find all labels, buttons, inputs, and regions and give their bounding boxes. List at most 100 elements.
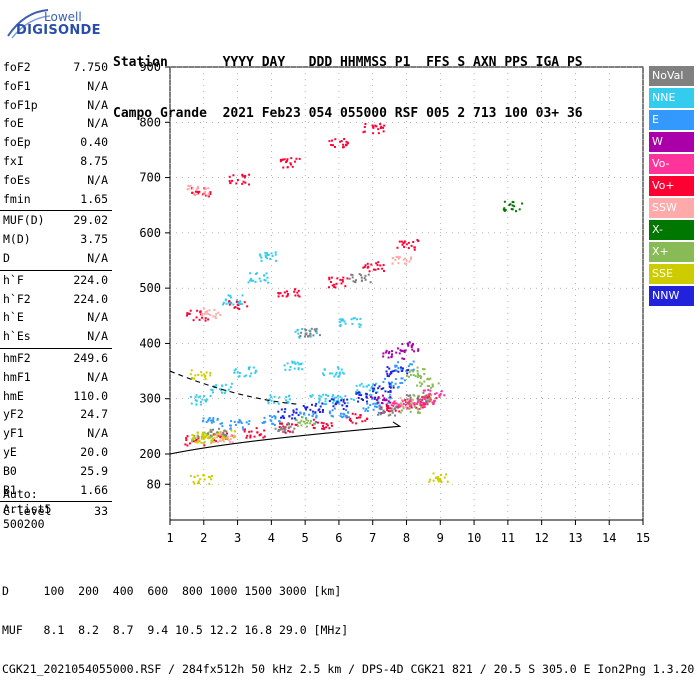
data-point xyxy=(323,402,326,405)
data-point xyxy=(394,364,397,367)
data-point xyxy=(204,436,207,439)
data-point xyxy=(389,413,392,416)
data-point xyxy=(350,397,353,400)
param-value: 20.0 xyxy=(80,444,108,459)
data-point xyxy=(212,419,215,422)
param-row: fmin 1.65 xyxy=(0,190,112,209)
data-point xyxy=(400,367,403,370)
data-point xyxy=(207,192,210,195)
data-point xyxy=(235,300,238,303)
data-point xyxy=(382,355,385,358)
data-point xyxy=(328,427,331,430)
data-point xyxy=(331,402,334,405)
param-value: N/A xyxy=(87,172,108,187)
data-point xyxy=(212,428,215,431)
data-point xyxy=(286,400,289,403)
data-point xyxy=(345,140,348,143)
data-point xyxy=(222,301,225,304)
data-point xyxy=(284,428,287,431)
data-point xyxy=(361,420,364,423)
data-point xyxy=(297,367,300,370)
data-point xyxy=(316,421,319,424)
data-point xyxy=(214,317,217,320)
param-value: 29.02 xyxy=(73,213,108,228)
data-point xyxy=(201,435,204,438)
param-row: hmF2 249.6 xyxy=(0,349,112,368)
data-point xyxy=(196,436,199,439)
data-point xyxy=(375,402,378,405)
data-point xyxy=(259,280,262,283)
data-point xyxy=(370,398,373,401)
data-point xyxy=(191,438,194,441)
data-point xyxy=(372,126,375,129)
data-point xyxy=(364,419,367,422)
data-point xyxy=(412,343,415,346)
data-point xyxy=(411,401,414,404)
data-point xyxy=(315,416,318,419)
data-point xyxy=(403,379,406,382)
data-point xyxy=(258,277,261,280)
data-point xyxy=(203,187,206,190)
data-point xyxy=(197,373,200,376)
data-point xyxy=(210,478,213,481)
data-point xyxy=(221,437,224,440)
data-point xyxy=(229,427,232,430)
data-point xyxy=(285,396,288,399)
data-point xyxy=(417,374,420,377)
data-point xyxy=(330,424,333,427)
data-point xyxy=(440,390,443,393)
data-point xyxy=(238,303,241,306)
data-point xyxy=(385,405,388,408)
data-point xyxy=(226,432,229,435)
data-point xyxy=(274,417,277,420)
data-point xyxy=(343,320,346,323)
data-point xyxy=(245,374,248,377)
data-point xyxy=(413,405,416,408)
data-point xyxy=(433,393,436,396)
data-point xyxy=(422,391,425,394)
data-point xyxy=(186,444,189,447)
data-point xyxy=(374,124,377,127)
data-point xyxy=(401,377,404,380)
data-point xyxy=(376,391,379,394)
data-point xyxy=(352,317,355,320)
data-point xyxy=(336,366,339,369)
data-point xyxy=(518,208,521,211)
data-point xyxy=(244,428,247,431)
data-point xyxy=(210,442,213,445)
param-value: 25.9 xyxy=(80,463,108,478)
data-point xyxy=(195,403,198,406)
data-point xyxy=(371,124,374,127)
data-point xyxy=(224,383,227,386)
data-point xyxy=(242,180,245,183)
data-point xyxy=(371,396,374,399)
data-point xyxy=(293,361,296,364)
data-point xyxy=(428,399,431,402)
data-point xyxy=(228,180,231,183)
data-point xyxy=(389,371,392,374)
data-point xyxy=(204,187,207,190)
data-point xyxy=(203,193,206,196)
data-point xyxy=(400,240,403,243)
data-point xyxy=(201,316,204,319)
data-point xyxy=(416,401,419,404)
data-point xyxy=(398,256,401,259)
data-point xyxy=(190,369,193,372)
data-point xyxy=(337,375,340,378)
data-point xyxy=(204,191,207,194)
data-point xyxy=(297,421,300,424)
data-point xyxy=(321,372,324,375)
data-point xyxy=(379,127,382,130)
data-point xyxy=(422,389,425,392)
data-point xyxy=(340,397,343,400)
data-point xyxy=(339,415,342,418)
data-point xyxy=(288,426,291,429)
data-point xyxy=(440,481,443,484)
param-label: h`E xyxy=(3,310,24,325)
data-point xyxy=(301,416,304,419)
data-point xyxy=(431,384,434,387)
param-label: B0 xyxy=(3,463,17,478)
data-point xyxy=(369,394,372,397)
data-point xyxy=(278,428,281,431)
legend: NoVal NNE E W Vo- Vo+ SSW X- X+ SSE NNW xyxy=(649,66,694,308)
